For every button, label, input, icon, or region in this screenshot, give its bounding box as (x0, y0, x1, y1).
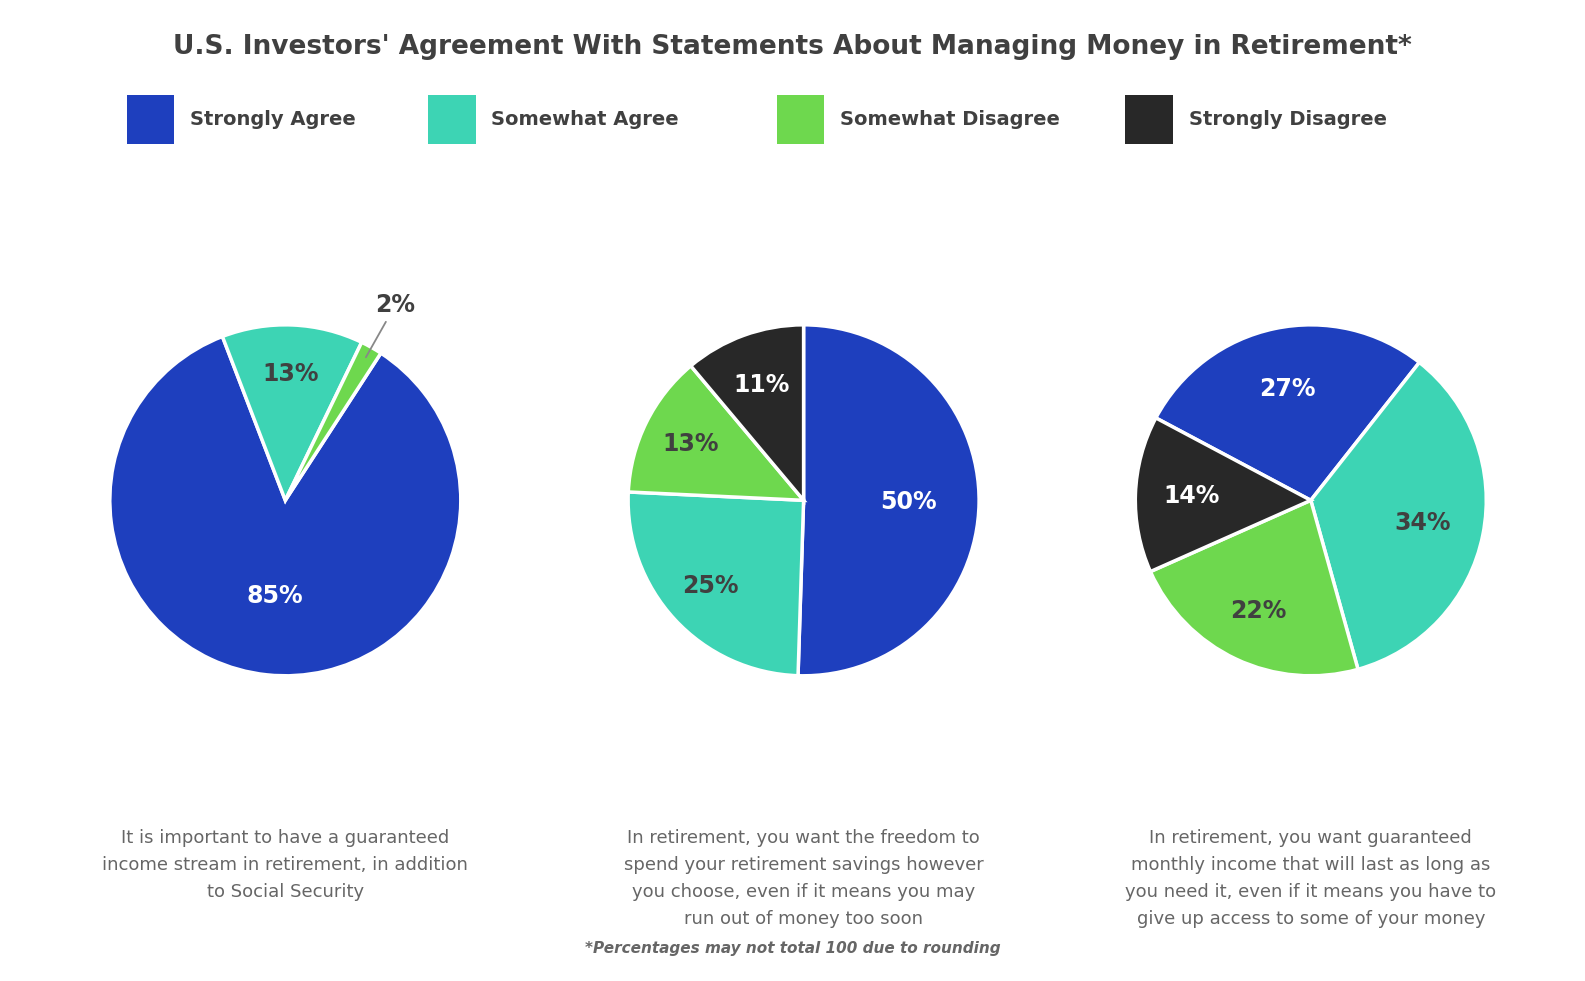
Text: 85%: 85% (247, 585, 303, 608)
Wedge shape (691, 325, 804, 500)
Wedge shape (285, 342, 380, 500)
Text: In retirement, you want the freedom to
spend your retirement savings however
you: In retirement, you want the freedom to s… (624, 829, 983, 928)
Wedge shape (1311, 362, 1487, 669)
Text: In retirement, you want guaranteed
monthly income that will last as long as
you : In retirement, you want guaranteed month… (1125, 829, 1496, 928)
Text: 2%: 2% (366, 292, 415, 357)
Wedge shape (109, 336, 461, 676)
Text: It is important to have a guaranteed
income stream in retirement, in addition
to: It is important to have a guaranteed inc… (103, 829, 468, 902)
Text: 25%: 25% (683, 574, 739, 598)
Text: 13%: 13% (263, 362, 319, 387)
Text: 34%: 34% (1395, 511, 1450, 535)
Text: 11%: 11% (734, 373, 789, 397)
Wedge shape (1155, 325, 1419, 500)
Text: 22%: 22% (1230, 599, 1287, 624)
Wedge shape (797, 325, 980, 676)
Text: Strongly Agree: Strongly Agree (190, 110, 357, 129)
Wedge shape (1151, 500, 1358, 676)
Text: 14%: 14% (1163, 484, 1220, 508)
Wedge shape (1135, 418, 1311, 572)
Wedge shape (628, 491, 804, 676)
Wedge shape (628, 366, 804, 500)
Text: U.S. Investors' Agreement With Statements About Managing Money in Retirement*: U.S. Investors' Agreement With Statement… (173, 34, 1412, 61)
Text: Somewhat Agree: Somewhat Agree (491, 110, 678, 129)
Text: Somewhat Disagree: Somewhat Disagree (840, 110, 1060, 129)
Wedge shape (222, 325, 361, 500)
Text: Strongly Disagree: Strongly Disagree (1189, 110, 1387, 129)
Text: 13%: 13% (663, 433, 718, 456)
Text: *Percentages may not total 100 due to rounding: *Percentages may not total 100 due to ro… (585, 942, 1000, 956)
Text: 50%: 50% (881, 490, 937, 514)
Text: 27%: 27% (1258, 377, 1316, 400)
